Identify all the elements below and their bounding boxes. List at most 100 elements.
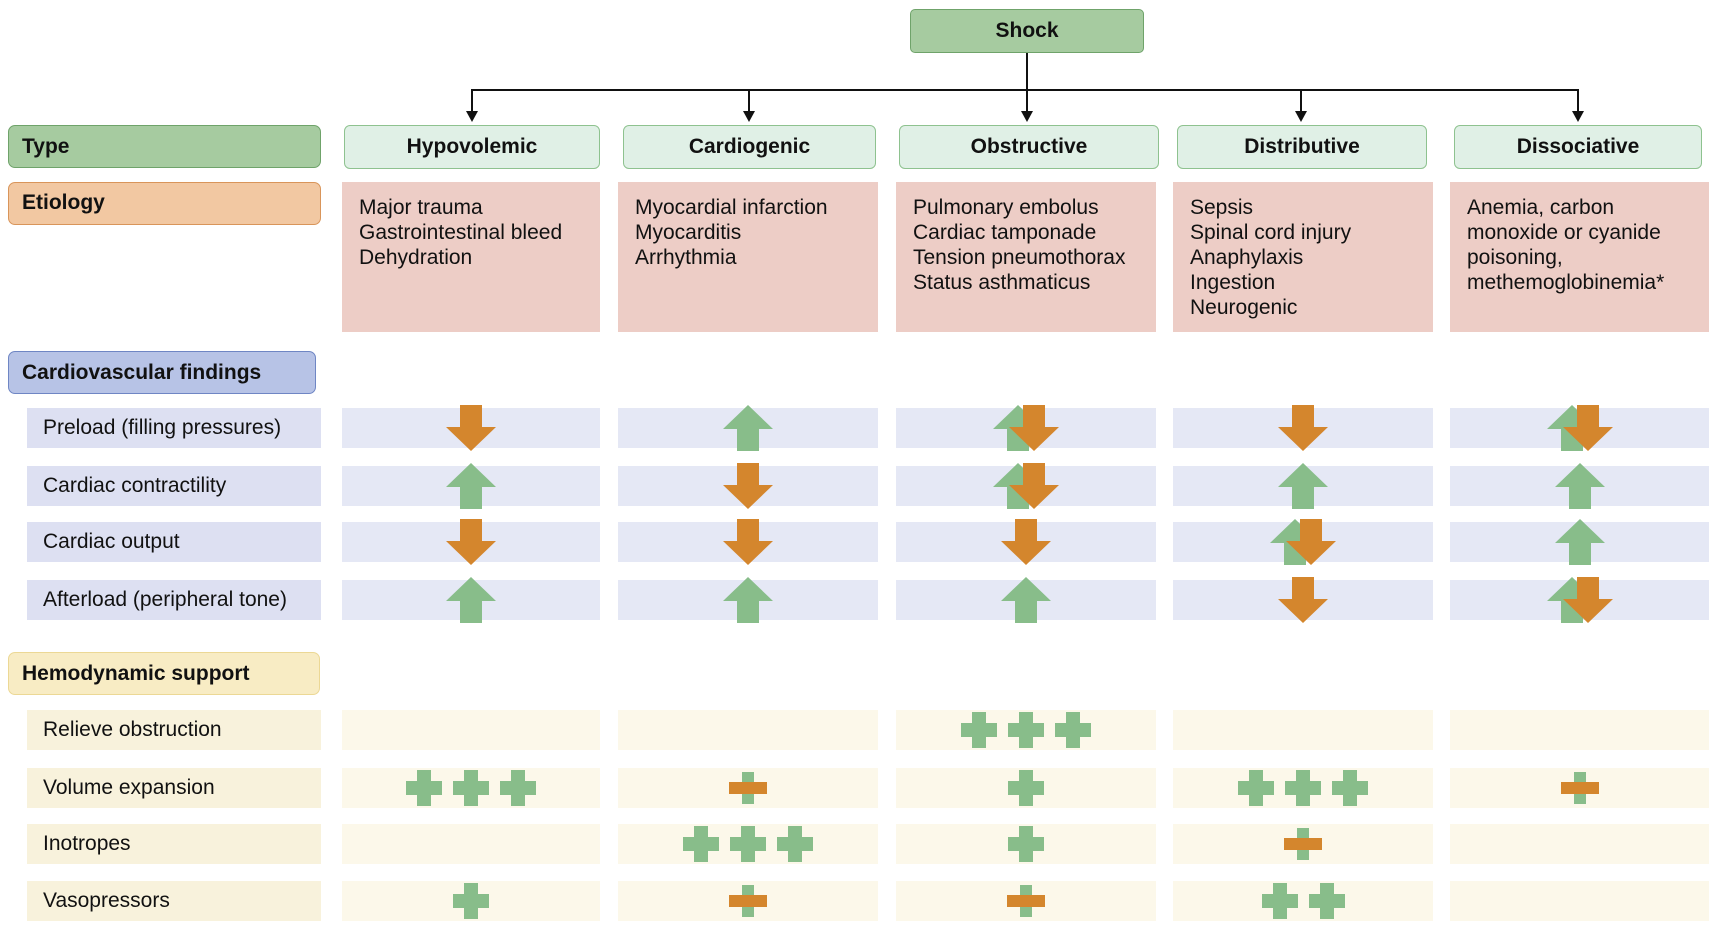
cardiovascular-row-label: Cardiac contractility — [27, 466, 321, 506]
cardiovascular-cell — [1173, 577, 1433, 623]
hemodynamic-cell — [342, 710, 600, 750]
hemodynamic-cell — [896, 824, 1156, 864]
down-arrow-icon — [446, 405, 496, 451]
up-arrow-icon — [723, 577, 773, 623]
etiology-item: poisoning, — [1467, 246, 1563, 269]
down-arrow-icon — [1286, 519, 1336, 565]
plus-icon — [1332, 770, 1368, 806]
cardiovascular-findings-header: Cardiovascular findings — [8, 351, 316, 394]
plus-minus-icon — [1560, 772, 1599, 804]
etiology-item: Neurogenic — [1190, 296, 1298, 319]
cardiovascular-cell — [1450, 577, 1709, 623]
etiology-item: Anemia, carbon — [1467, 196, 1615, 219]
etiology-item: Gastrointestinal bleed — [359, 221, 563, 244]
cardiovascular-cell — [618, 405, 878, 451]
etiology-item: Sepsis — [1190, 196, 1254, 219]
up-arrow-icon — [446, 463, 496, 509]
hemodynamic-cell — [1450, 768, 1709, 808]
connector-drop — [748, 89, 750, 112]
down-arrow-icon — [1562, 577, 1613, 623]
cardiovascular-cell — [618, 577, 878, 623]
etiology-item: Spinal cord injury — [1190, 221, 1352, 244]
down-arrow-icon — [723, 519, 773, 565]
type-box-hypovolemic: Hypovolemic — [344, 125, 600, 169]
type-box-cardiogenic: Cardiogenic — [623, 125, 876, 169]
etiology-item: Anaphylaxis — [1190, 246, 1304, 269]
cardiovascular-cell — [896, 577, 1156, 623]
plus-minus-icon — [1284, 828, 1322, 860]
down-arrow-icon — [723, 463, 773, 509]
hemodynamic-cell — [1173, 710, 1433, 750]
cardiovascular-cell — [342, 577, 600, 623]
hemodynamic-cell — [1450, 824, 1709, 864]
etiology-item: Dehydration — [359, 246, 473, 269]
hemodynamic-cell — [342, 881, 600, 921]
type-header: Type — [8, 125, 321, 168]
hemodynamic-row-label: Vasopressors — [27, 881, 321, 921]
etiology-box-hypovolemic: Major trauma Gastrointestinal bleed Dehydr… — [342, 182, 600, 332]
down-arrow-icon — [1562, 405, 1613, 451]
plus-icon — [1261, 883, 1298, 919]
etiology-item: Ingestion — [1190, 271, 1276, 294]
etiology-item: Pulmonary embolus — [913, 196, 1099, 219]
plus-icon — [1055, 712, 1091, 748]
hemodynamic-cell — [1173, 768, 1433, 808]
cardiovascular-cell — [1173, 519, 1433, 565]
etiology-item: methemoglobinemia* — [1467, 271, 1665, 294]
cardiovascular-cell — [342, 463, 600, 509]
down-arrow-icon — [1009, 405, 1059, 451]
down-arrow-icon — [1278, 405, 1328, 451]
plus-icon — [1308, 883, 1345, 919]
hemodynamic-cell — [1173, 824, 1433, 864]
plus-icon — [406, 770, 442, 806]
connector-drop — [1026, 89, 1028, 112]
plus-icon — [1238, 770, 1274, 806]
hemodynamic-cell — [342, 768, 600, 808]
cardiovascular-cell — [1450, 405, 1709, 451]
etiology-item: Myocardial infarction — [635, 196, 828, 219]
hemodynamic-cell — [618, 768, 878, 808]
plus-icon — [453, 883, 489, 919]
down-arrow-icon — [1009, 463, 1059, 509]
arrowhead-icon — [1572, 111, 1584, 122]
type-box-dissociative: Dissociative — [1454, 125, 1702, 169]
etiology-item: Cardiac tamponade — [913, 221, 1097, 244]
hemodynamic-cell — [1173, 881, 1433, 921]
plus-icon — [961, 712, 997, 748]
cardiovascular-cell — [1173, 405, 1433, 451]
etiology-item: Major trauma — [359, 196, 483, 219]
plus-icon — [777, 826, 813, 862]
cardiovascular-row-label: Cardiac output — [27, 522, 321, 562]
etiology-item: Tension pneumothorax — [913, 246, 1126, 269]
hemodynamic-row-label: Volume expansion — [27, 768, 321, 808]
cardiovascular-row-label: Afterload (peripheral tone) — [27, 580, 321, 620]
plus-minus-icon — [729, 885, 767, 917]
cardiovascular-cell — [896, 519, 1156, 565]
etiology-box-obstructive: Pulmonary embolus Cardiac tamponade Tensio… — [896, 182, 1156, 332]
hemodynamic-cell — [342, 824, 600, 864]
cardiovascular-cell — [342, 519, 600, 565]
up-arrow-icon — [1554, 463, 1605, 509]
cardiovascular-row-label: Preload (filling pressures) — [27, 408, 321, 448]
hemodynamic-cell — [1450, 710, 1709, 750]
hemodynamic-cell — [896, 710, 1156, 750]
plus-icon — [1008, 770, 1044, 806]
up-arrow-icon — [1278, 463, 1328, 509]
arrowhead-icon — [743, 111, 755, 122]
cardiovascular-cell — [1450, 463, 1709, 509]
plus-icon — [1008, 712, 1044, 748]
arrowhead-icon — [1021, 111, 1033, 122]
etiology-box-cardiogenic: Myocardial infarction Myocarditis Arrhythm… — [618, 182, 878, 332]
type-box-obstructive: Obstructive — [899, 125, 1159, 169]
connector-drop — [471, 89, 473, 112]
plus-icon — [453, 770, 489, 806]
hemodynamic-cell — [618, 824, 878, 864]
plus-icon — [730, 826, 766, 862]
cardiovascular-cell — [896, 405, 1156, 451]
down-arrow-icon — [446, 519, 496, 565]
cardiovascular-cell — [618, 463, 878, 509]
plus-icon — [1008, 826, 1044, 862]
hemodynamic-row-label: Inotropes — [27, 824, 321, 864]
hemodynamic-row-label: Relieve obstruction — [27, 710, 321, 750]
plus-icon — [500, 770, 536, 806]
